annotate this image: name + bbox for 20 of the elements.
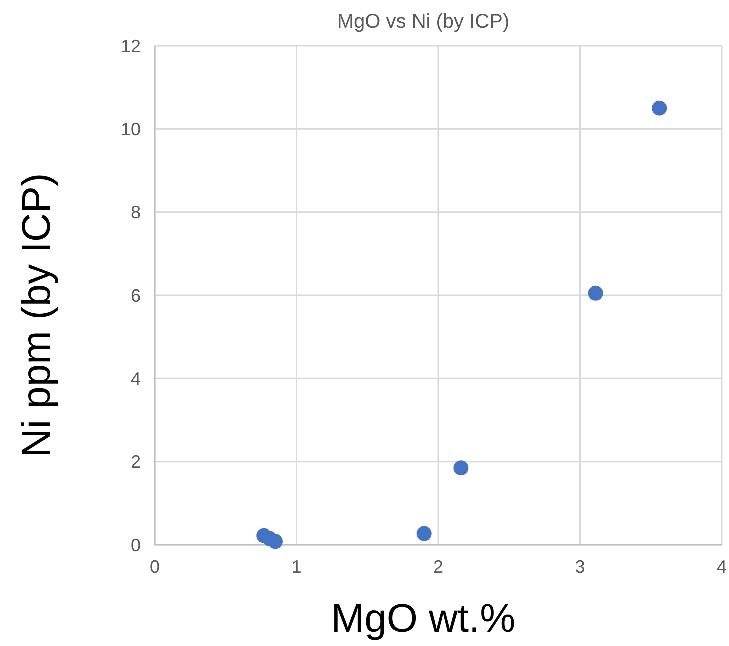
- y-tick-label: 4: [130, 368, 141, 389]
- x-tick-label: 2: [433, 557, 444, 577]
- x-axis-title: MgO wt.%: [331, 597, 516, 641]
- point: [268, 534, 283, 550]
- y-tick-label: 8: [130, 202, 141, 223]
- point: [588, 286, 604, 301]
- point: [416, 526, 432, 542]
- x-tick-label: 1: [292, 557, 302, 577]
- x-tick-label: 3: [575, 557, 586, 577]
- y-tick-label: 0: [130, 535, 141, 556]
- y-axis-title: Ni ppm (by ICP): [15, 173, 59, 458]
- x-tick-label: 0: [150, 557, 160, 577]
- chart-title: MgO vs Ni (by ICP): [337, 11, 510, 33]
- y-tick-label: 10: [120, 119, 141, 140]
- y-tick-label: 2: [130, 452, 141, 472]
- y-tick-label: 6: [130, 286, 141, 306]
- point: [454, 460, 469, 476]
- point: [652, 100, 668, 116]
- x-tick-label: 4: [716, 557, 728, 577]
- y-tick-label: 12: [120, 36, 141, 56]
